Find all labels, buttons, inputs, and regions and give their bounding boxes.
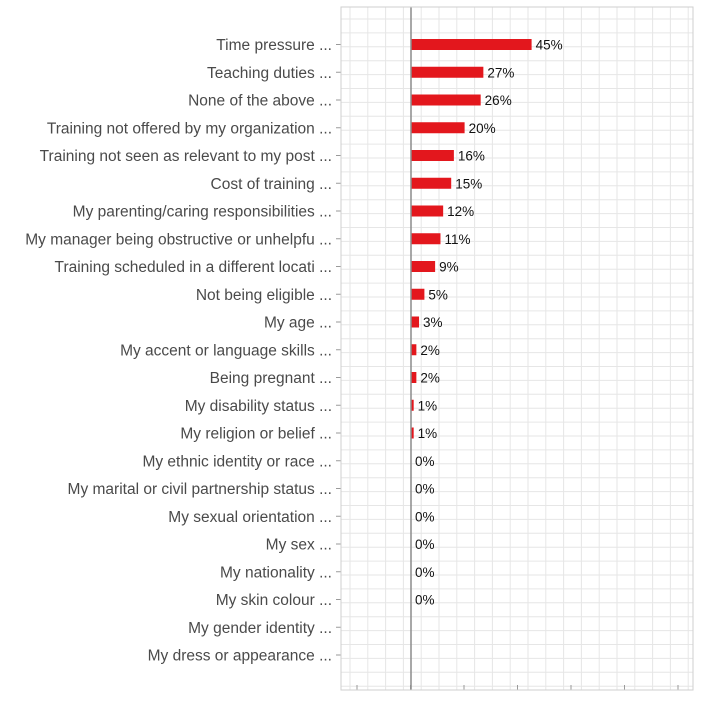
category-label: My disability status ... xyxy=(185,398,332,415)
data-label: 2% xyxy=(420,343,440,358)
data-label: 0% xyxy=(415,565,435,580)
data-label: 26% xyxy=(485,93,512,108)
category-label: Training not seen as relevant to my post… xyxy=(40,148,332,165)
category-label: My gender identity ... xyxy=(188,620,332,637)
data-label: 9% xyxy=(439,260,459,275)
data-label: 0% xyxy=(415,482,435,497)
data-label: 1% xyxy=(418,426,438,441)
category-label: My parenting/caring responsibilities ... xyxy=(73,204,332,221)
grid xyxy=(341,7,693,690)
bar xyxy=(411,94,481,106)
plot-frame xyxy=(340,6,694,691)
bar xyxy=(411,205,444,217)
data-label: 0% xyxy=(415,537,435,552)
data-label: 0% xyxy=(415,509,435,524)
axis-ticks xyxy=(336,44,679,690)
data-labels: 45% 27% 26% 20% 16% 15% 12% 11% 9% 5% 3% 2% 2% 1% 1% 0%… xyxy=(415,38,563,608)
category-label: Being pregnant ... xyxy=(210,370,332,387)
category-label: My nationality ... xyxy=(220,564,332,581)
data-label: 1% xyxy=(418,398,438,413)
data-label: 45% xyxy=(536,38,563,53)
category-label: My religion or belief ... xyxy=(180,426,332,443)
category-label: Not being eligible ... xyxy=(196,287,332,304)
category-label: My age ... xyxy=(264,315,332,332)
data-label: 11% xyxy=(444,232,470,247)
bar xyxy=(411,261,436,272)
category-label: My dress or appearance ... xyxy=(148,648,332,665)
data-label: 15% xyxy=(455,176,482,191)
category-label: My sexual orientation ... xyxy=(168,509,332,526)
category-label: My manager being obstructive or unhelpfu… xyxy=(25,231,332,248)
bar xyxy=(411,316,420,328)
data-label: 0% xyxy=(415,454,435,469)
category-label: Training scheduled in a different locati… xyxy=(55,259,332,276)
category-label: Training not offered by my organization … xyxy=(47,120,332,137)
bar xyxy=(411,372,417,383)
bar xyxy=(411,233,441,245)
data-label: 3% xyxy=(423,315,443,330)
category-label: My ethnic identity or race ... xyxy=(142,453,332,470)
category-label: My marital or civil partnership status .… xyxy=(68,481,332,498)
data-label: 5% xyxy=(428,287,448,302)
data-label: 16% xyxy=(458,149,485,164)
bar xyxy=(411,122,465,134)
category-label: Time pressure ... xyxy=(216,37,332,54)
data-label: 27% xyxy=(487,65,514,80)
bar xyxy=(411,399,414,411)
bar xyxy=(411,288,425,300)
bar xyxy=(411,344,417,356)
data-label: 12% xyxy=(447,204,474,219)
bar xyxy=(411,427,414,439)
category-label: My accent or language skills ... xyxy=(120,342,332,359)
data-label: 2% xyxy=(420,371,440,386)
category-labels: Time pressure ... Teaching duties ... None… xyxy=(25,37,332,665)
bars xyxy=(411,39,532,439)
category-label: None of the above ... xyxy=(188,93,332,110)
category-label: My skin colour ... xyxy=(216,592,332,609)
bar xyxy=(411,66,484,78)
category-label: Cost of training ... xyxy=(211,176,332,193)
bar xyxy=(411,177,452,189)
category-label: Teaching duties ... xyxy=(207,65,332,82)
data-label: 0% xyxy=(415,593,435,608)
bar xyxy=(411,150,454,161)
data-label: 20% xyxy=(469,121,496,136)
category-label: My sex ... xyxy=(266,537,332,554)
bar xyxy=(411,39,532,50)
